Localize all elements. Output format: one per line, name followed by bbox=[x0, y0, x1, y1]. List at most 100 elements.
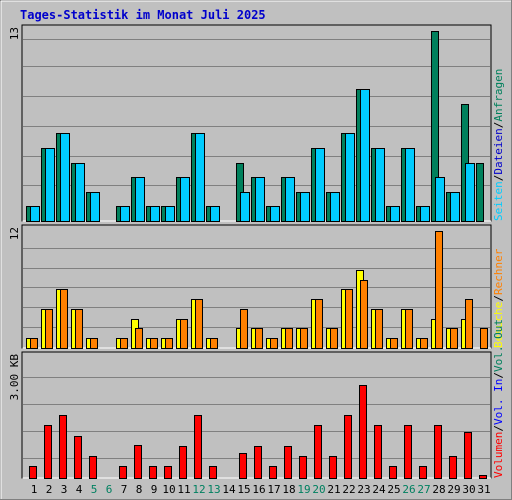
seiten-bar-day-4 bbox=[75, 163, 85, 222]
volume-bars bbox=[29, 385, 487, 479]
day-label-24: 24 bbox=[372, 483, 386, 496]
day-label-8: 8 bbox=[136, 483, 143, 496]
seiten-bar-day-22 bbox=[345, 133, 355, 222]
volumen-bar-day-16 bbox=[254, 446, 262, 479]
day-label-28: 28 bbox=[432, 483, 445, 496]
seiten-bar-day-1 bbox=[30, 206, 40, 222]
volumen-bar-day-5 bbox=[89, 456, 97, 479]
rechner-bar-day-17 bbox=[270, 338, 278, 349]
legend-: / bbox=[492, 295, 505, 302]
rechner-bar-day-9 bbox=[150, 338, 158, 349]
rechner-bar-day-13 bbox=[210, 338, 218, 349]
day-label-30: 30 bbox=[462, 483, 475, 496]
rechner-bar-day-7 bbox=[120, 338, 128, 349]
seiten-bar-day-27 bbox=[420, 206, 430, 222]
rechner-bar-day-10 bbox=[165, 338, 173, 349]
volumen-bar-day-8 bbox=[134, 445, 142, 479]
volumen-bar-day-31 bbox=[479, 475, 487, 479]
day-label-4: 4 bbox=[76, 483, 83, 496]
rechner-bar-day-27 bbox=[420, 338, 428, 349]
volumen-bar-day-13 bbox=[209, 466, 217, 479]
volumen-bar-day-7 bbox=[119, 466, 127, 479]
day-label-29: 29 bbox=[447, 483, 460, 496]
legend-besuche: Besuche bbox=[492, 302, 505, 348]
visits-legend: Besuche/Rechner bbox=[492, 248, 505, 348]
requests-bars bbox=[26, 31, 484, 222]
legend-volumen: Volumen bbox=[492, 432, 505, 478]
day-label-12: 12 bbox=[192, 483, 205, 496]
seiten-bar-day-23 bbox=[360, 89, 370, 222]
rechner-bar-day-29 bbox=[450, 328, 458, 349]
volumen-bar-day-11 bbox=[179, 446, 187, 479]
rechner-bar-day-16 bbox=[255, 328, 263, 349]
legend-dateien: Dateien bbox=[492, 128, 505, 174]
seiten-bar-day-9 bbox=[150, 206, 160, 222]
seiten-bar-day-17 bbox=[270, 206, 280, 222]
volumen-bar-day-4 bbox=[74, 436, 82, 479]
legend-sep-1: / bbox=[492, 122, 505, 129]
day-label-19: 19 bbox=[297, 483, 310, 496]
volumen-bar-day-3 bbox=[59, 415, 67, 479]
rechner-bar-day-3 bbox=[60, 289, 68, 349]
seiten-bar-day-20 bbox=[315, 148, 325, 222]
rechner-bar-day-24 bbox=[375, 309, 383, 349]
legend-seiten: Seiten bbox=[492, 181, 505, 221]
seiten-bar-day-26 bbox=[405, 148, 415, 222]
day-label-15: 15 bbox=[237, 483, 250, 496]
volumen-bar-day-2 bbox=[44, 425, 52, 479]
seiten-bar-day-16 bbox=[255, 177, 265, 222]
requests-legend: Seiten/Dateien/Anfragen bbox=[492, 69, 505, 221]
seiten-bar-day-11 bbox=[180, 177, 190, 222]
day-label-17: 17 bbox=[267, 483, 280, 496]
rechner-bar-day-15 bbox=[240, 309, 248, 349]
rechner-bar-day-2 bbox=[45, 309, 53, 349]
volumen-bar-day-18 bbox=[284, 446, 292, 479]
legend-anfragen: Anfragen bbox=[492, 69, 505, 122]
volume-grid bbox=[23, 377, 490, 459]
seiten-bar-day-24 bbox=[375, 148, 385, 222]
legend-: / bbox=[492, 425, 505, 432]
day-label-16: 16 bbox=[252, 483, 265, 496]
seiten-bar-day-15 bbox=[240, 192, 250, 222]
seiten-bar-day-30 bbox=[465, 163, 475, 222]
volumen-bar-day-26 bbox=[404, 425, 412, 479]
seiten-bar-day-3 bbox=[60, 133, 70, 222]
rechner-bar-day-11 bbox=[180, 319, 188, 349]
rechner-bar-day-18 bbox=[285, 328, 293, 349]
day-label-11: 11 bbox=[177, 483, 190, 496]
rechner-bar-day-30 bbox=[465, 299, 473, 349]
volumen-bar-day-23 bbox=[359, 385, 367, 479]
rechner-bar-day-5 bbox=[90, 338, 98, 349]
seiten-bar-day-21 bbox=[330, 192, 340, 222]
visits-max-label: 12 bbox=[8, 227, 21, 240]
rechner-bar-day-12 bbox=[195, 299, 203, 349]
legend-sep-2: / bbox=[492, 175, 505, 182]
volumen-bar-day-20 bbox=[314, 425, 322, 479]
volumen-bar-day-9 bbox=[149, 466, 157, 479]
volumen-bar-day-19 bbox=[299, 456, 307, 479]
rechner-bar-day-25 bbox=[390, 338, 398, 349]
rechner-bar-day-22 bbox=[345, 289, 353, 349]
day-label-3: 3 bbox=[61, 483, 68, 496]
rechner-bar-day-23 bbox=[360, 280, 368, 349]
day-label-5: 5 bbox=[91, 483, 98, 496]
seiten-bar-day-2 bbox=[45, 148, 55, 222]
day-label-25: 25 bbox=[387, 483, 400, 496]
volumen-bar-day-10 bbox=[164, 466, 172, 479]
seiten-bar-day-10 bbox=[165, 206, 175, 222]
rechner-bar-day-8 bbox=[135, 328, 143, 349]
volumen-bar-day-22 bbox=[344, 415, 352, 479]
seiten-bar-day-7 bbox=[120, 206, 130, 222]
seiten-bar-day-25 bbox=[390, 206, 400, 222]
volumen-bar-day-29 bbox=[449, 456, 457, 479]
volume-max-label: 3.00 KB bbox=[8, 354, 21, 401]
day-label-9: 9 bbox=[151, 483, 158, 496]
day-label-2: 2 bbox=[46, 483, 53, 496]
day-label-31: 31 bbox=[477, 483, 490, 496]
volumen-bar-day-21 bbox=[329, 456, 337, 479]
day-label-10: 10 bbox=[162, 483, 175, 496]
chart-title: Tages-Statistik im Monat Juli 2025 bbox=[20, 8, 266, 22]
day-label-6: 6 bbox=[106, 483, 113, 496]
day-axis-labels: 1 2 3 4 5 6 7 8 9 10 11 12 13 14 15 16 17 18 19 20 21 22 23 24 2… bbox=[31, 483, 491, 496]
